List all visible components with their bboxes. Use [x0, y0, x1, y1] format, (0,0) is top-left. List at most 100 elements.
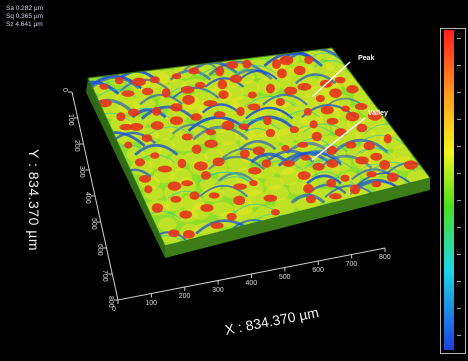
- x-tick-label: 700: [345, 260, 358, 268]
- y-tick-label: 0: [61, 88, 68, 92]
- peak-spot: [149, 76, 160, 84]
- y-axis-title: Y : 834.370 µm: [26, 149, 42, 251]
- peak-spot: [217, 79, 228, 90]
- peak-spot: [297, 141, 309, 148]
- surface-halo: [245, 189, 267, 207]
- peak-spot: [129, 123, 144, 131]
- peak-spot: [144, 185, 153, 194]
- color-scale-tick: [457, 335, 461, 336]
- y-tick-label: 500: [89, 218, 97, 230]
- peak-spot: [99, 83, 109, 90]
- peak-spot: [284, 86, 298, 96]
- valley-arc: [291, 150, 342, 164]
- peak-spot: [200, 204, 214, 212]
- peak-spot: [403, 160, 418, 170]
- peak-spot: [340, 174, 350, 182]
- y-tick-label: 400: [84, 192, 91, 204]
- peak-spot: [305, 195, 316, 204]
- peak-spot: [218, 90, 229, 99]
- peak-spot: [141, 134, 153, 142]
- valley-arrow: [311, 117, 366, 161]
- peak-spot: [247, 91, 257, 99]
- peak-spot: [182, 230, 195, 239]
- peak-spot: [169, 116, 184, 126]
- peak-spot: [282, 160, 295, 167]
- peak-spot: [297, 171, 311, 180]
- color-scale-tick: [457, 281, 461, 282]
- peak-spot: [315, 94, 325, 103]
- peak-spot: [386, 172, 399, 183]
- peak-spot: [270, 209, 280, 216]
- y-axis-title-wrap: Y : 834.370 µm: [0, 95, 70, 305]
- peak-spot: [204, 139, 218, 148]
- peak-spot: [213, 111, 226, 118]
- valley-arc: [134, 143, 179, 156]
- peak-spot: [293, 65, 306, 76]
- peak-spot: [114, 76, 124, 85]
- color-scale-tick: [457, 254, 461, 255]
- peak-spot: [281, 144, 290, 152]
- valley-arc: [192, 125, 249, 141]
- peak-spot: [179, 210, 193, 219]
- surface-halo: [158, 69, 179, 83]
- peak-spot: [312, 162, 325, 171]
- roughness-stats: Sa 0.282 µm Sq 0.365 µm Sz 4.641 µm: [6, 5, 43, 29]
- color-scale-tick: [457, 227, 461, 228]
- valley-label: Valley: [368, 110, 388, 117]
- peak-spot: [226, 212, 237, 221]
- peak-spot: [181, 180, 194, 187]
- peak-spot: [345, 111, 360, 122]
- color-scale-tick: [457, 92, 461, 93]
- x-tick-label: 800: [379, 254, 391, 261]
- peak-spot: [356, 123, 368, 133]
- color-scale-bar: [444, 30, 454, 350]
- peak-spot: [141, 87, 154, 96]
- peak-spot: [98, 99, 112, 108]
- peak-spot: [366, 170, 377, 178]
- peak-spot: [252, 146, 265, 156]
- peak-spot: [236, 106, 245, 117]
- peak-spot: [275, 98, 285, 107]
- peak-spot: [329, 88, 342, 98]
- surface-halo: [294, 100, 320, 116]
- peak-spot: [182, 94, 195, 105]
- peak-spot: [157, 165, 172, 173]
- peak-spot: [167, 181, 182, 191]
- peak-spot: [371, 180, 382, 188]
- valley-edge: [197, 171, 250, 183]
- peak-spot: [191, 144, 202, 155]
- peak-spot: [279, 55, 294, 66]
- x-tick-label: 600: [312, 267, 324, 274]
- peak-spot: [304, 55, 314, 65]
- peak-spot: [355, 103, 368, 111]
- axis-tick-marks: [68, 91, 386, 304]
- peak-spot: [300, 154, 311, 161]
- peak-spot: [320, 105, 334, 115]
- peak-spot: [379, 159, 391, 170]
- surface-halo: [240, 80, 260, 97]
- valley-arc: [290, 193, 326, 204]
- color-scale-tick: [457, 146, 461, 147]
- surface-side-front: [165, 178, 430, 258]
- peak-spot: [177, 158, 187, 169]
- surface-halo: [153, 169, 175, 184]
- color-scale-tick: [457, 65, 461, 66]
- peak-spot: [189, 191, 200, 200]
- peak-arrow: [311, 61, 351, 98]
- valley-edge: [356, 134, 405, 146]
- valley-edge: [254, 160, 304, 171]
- peak-label: Peak: [358, 55, 375, 62]
- valley-arc: [201, 103, 240, 114]
- valley-edge: [121, 107, 170, 119]
- peak-spot: [238, 123, 250, 130]
- peak-spot: [116, 112, 126, 122]
- peak-spot: [311, 131, 323, 142]
- surface-halo: [279, 167, 299, 186]
- peak-spot: [370, 152, 383, 161]
- y-tick-label: 100: [66, 114, 74, 126]
- peak-spot: [247, 103, 261, 111]
- peak-spot: [139, 174, 152, 183]
- surface-halo: [255, 165, 276, 179]
